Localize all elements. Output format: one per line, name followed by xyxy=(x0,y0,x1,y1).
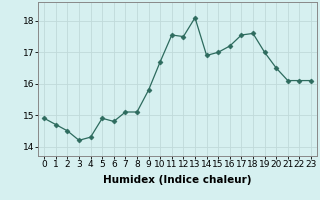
X-axis label: Humidex (Indice chaleur): Humidex (Indice chaleur) xyxy=(103,175,252,185)
